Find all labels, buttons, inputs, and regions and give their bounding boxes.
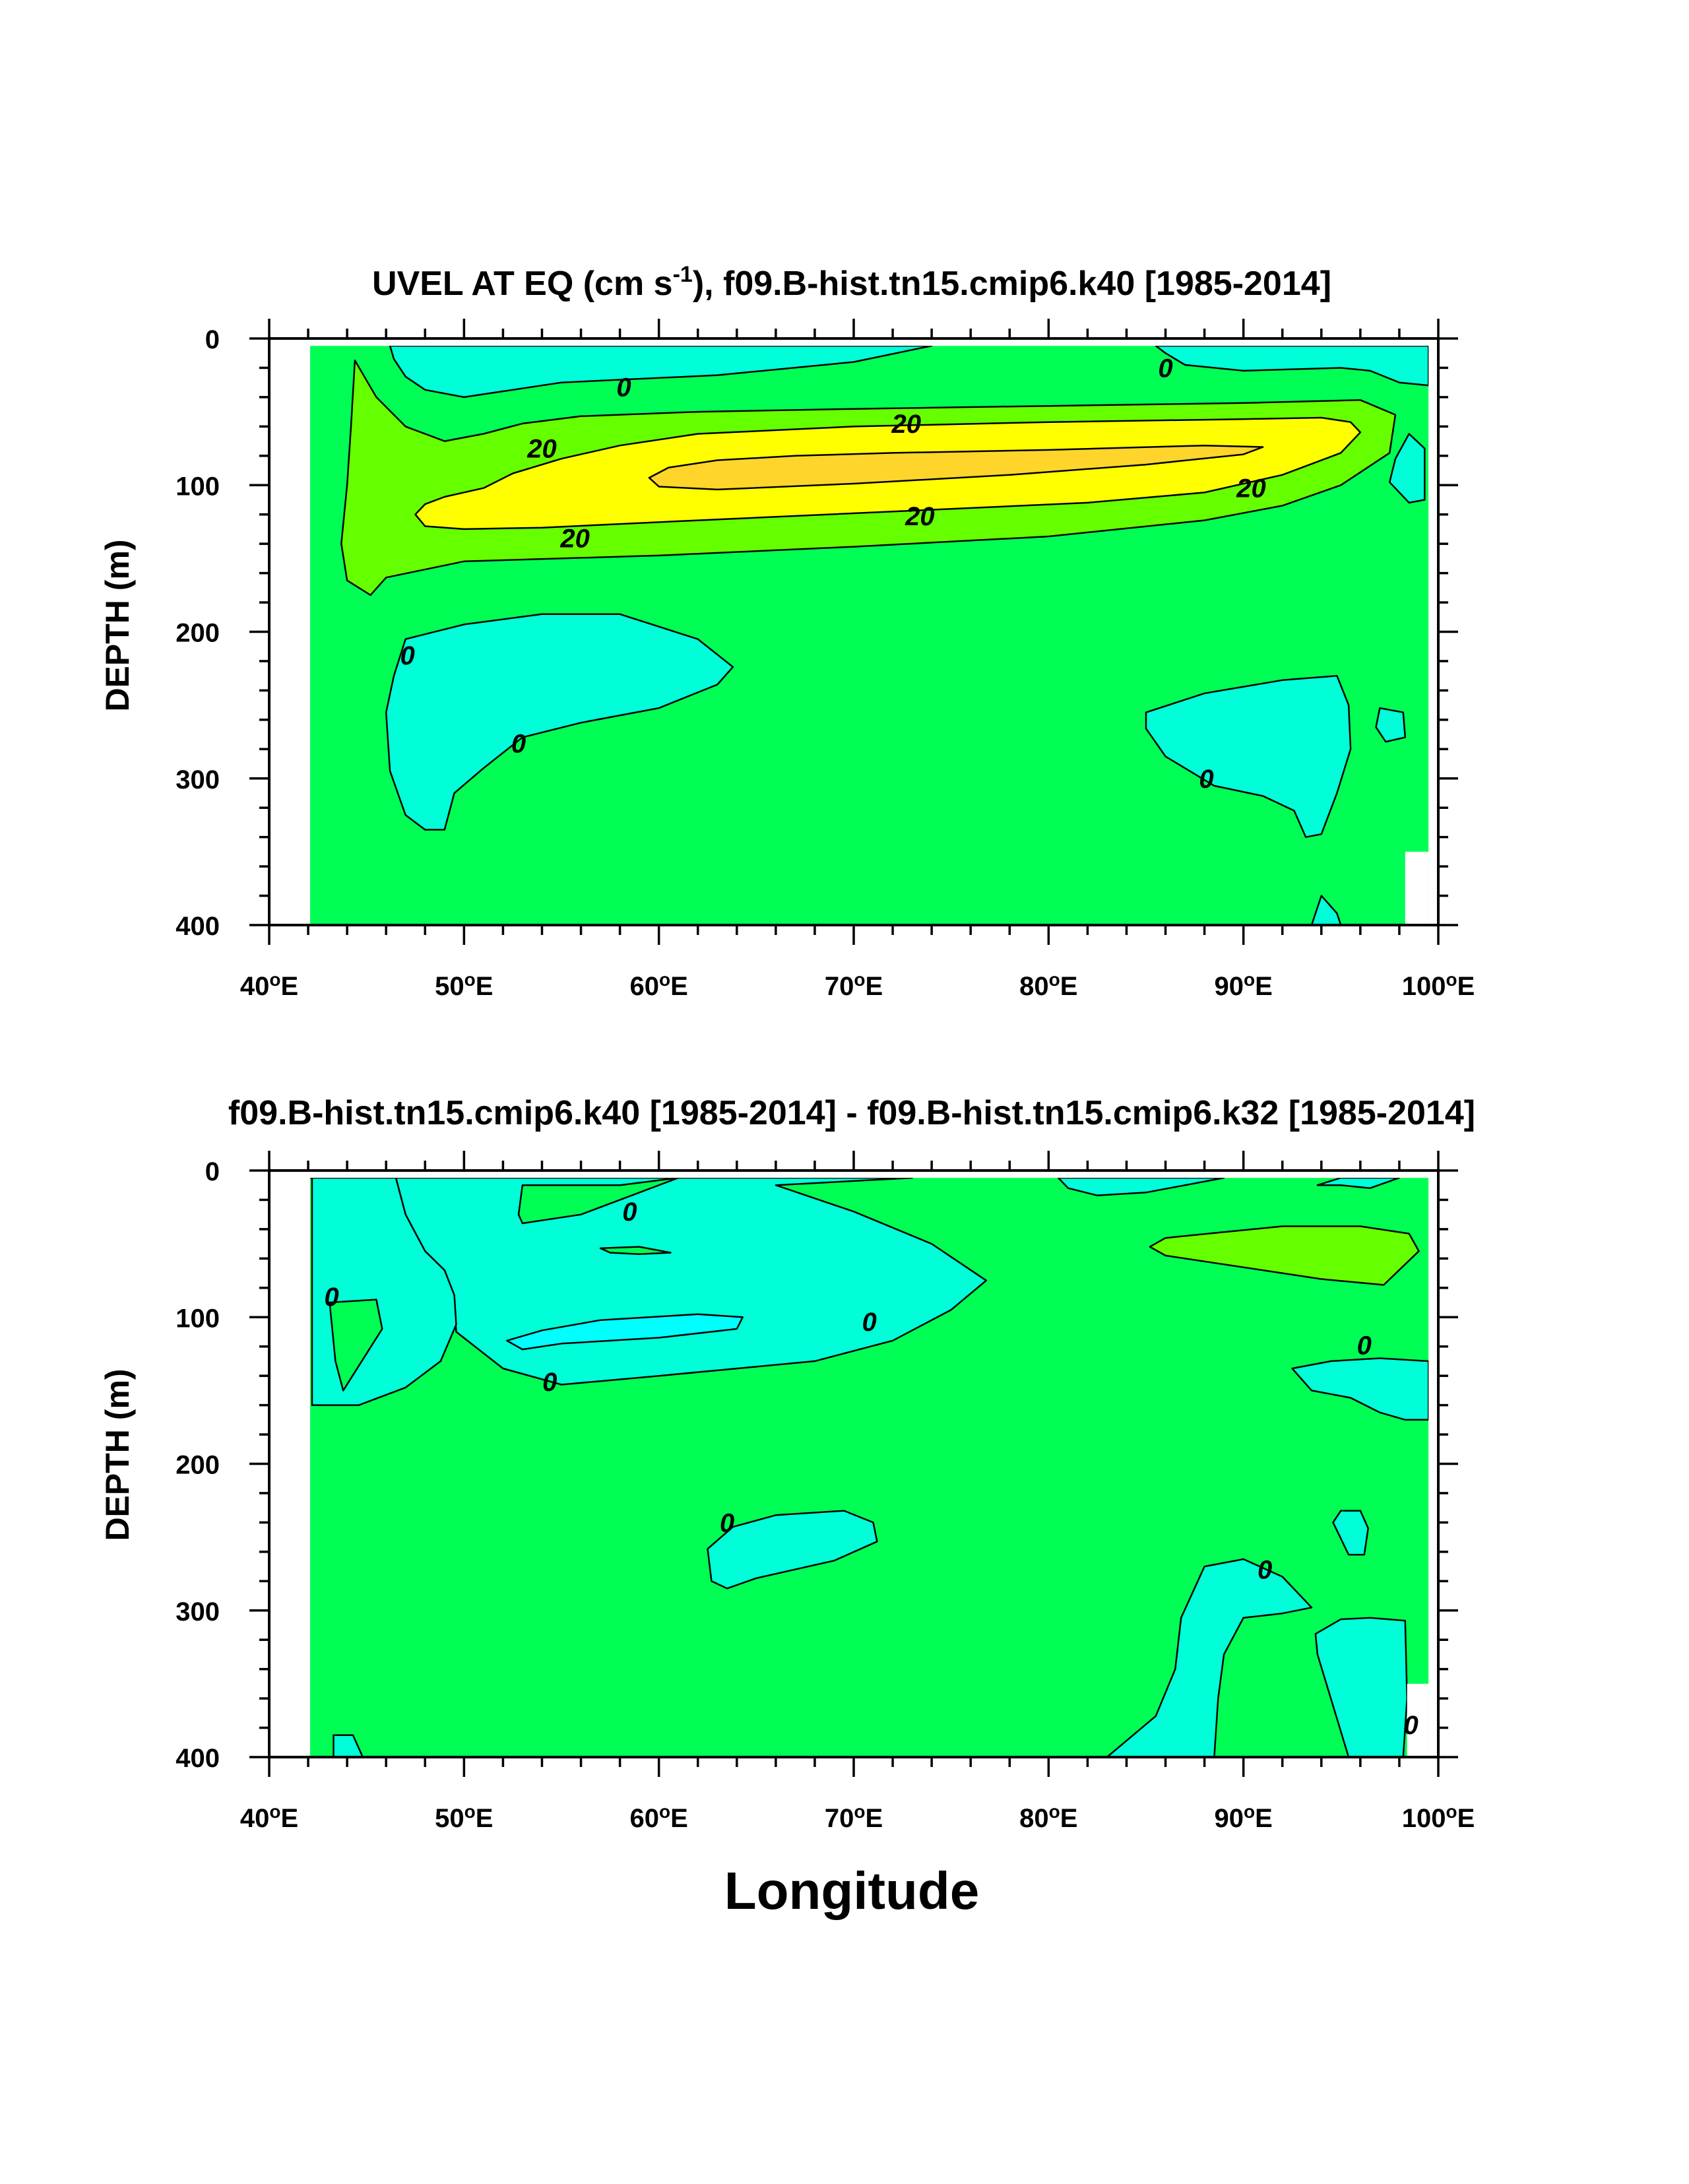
contour-region-negative	[1145, 674, 1352, 838]
contour-label: 0	[542, 1368, 557, 1397]
bottom-plot-area: 0 0 0 0 0 0 0 0 40oE 50oE 60oE 70oE 80oE 90oE 100oE 0 10…	[175, 1151, 1475, 1833]
x-tick-label: 40oE	[240, 969, 298, 1001]
y-tick-label: 300	[175, 1597, 220, 1626]
y-tick-label: 400	[175, 1744, 220, 1773]
contour-field	[310, 1178, 1429, 1758]
x-tick-label: 80oE	[1019, 1801, 1077, 1833]
y-tick-label: 100	[175, 472, 220, 501]
y-tick-label: 200	[175, 619, 220, 648]
x-tick-label: 40oE	[240, 1801, 298, 1833]
y-tick-label: 0	[205, 1157, 220, 1186]
x-tick-label: 70oE	[825, 969, 883, 1001]
contour-region-negative	[707, 1510, 878, 1590]
contour-region-negative	[389, 346, 933, 399]
contour-region-strong_negative	[506, 1313, 744, 1351]
x-tick-label: 100oE	[1402, 969, 1475, 1001]
contour-region-negative	[1316, 1178, 1401, 1189]
contour-label: 0	[324, 1283, 338, 1312]
y-tick-label: 400	[175, 912, 220, 941]
contour-region-negative	[1388, 433, 1426, 504]
x-axis-label: Longitude	[724, 1861, 980, 1920]
top-panel: UVEL AT EQ (cm s-1), f09.B-hist.tn15.cmi…	[99, 262, 1475, 1001]
contour-region-negative	[1057, 1178, 1225, 1197]
x-tick-label: 100oE	[1402, 1801, 1475, 1833]
y-tick-label: 0	[205, 325, 220, 354]
contour-region-near_zero	[517, 1178, 680, 1225]
y-tick-label: 100	[175, 1304, 220, 1333]
contour-region-negative	[1375, 707, 1407, 743]
contour-label: 0	[616, 373, 631, 402]
contour-label: 20	[905, 502, 935, 531]
y-tick-label: 200	[175, 1451, 220, 1480]
contour-region-negative	[1155, 346, 1429, 387]
y-tick-label: 300	[175, 765, 220, 794]
contour-region-negative	[385, 613, 734, 831]
contour-label: 0	[720, 1508, 734, 1537]
contour-label: 0	[622, 1198, 637, 1227]
contour-label: 20	[891, 410, 921, 439]
x-tick-label: 90oE	[1215, 1801, 1273, 1833]
contour-label: 20	[559, 524, 590, 553]
contour-label: 0	[511, 729, 526, 758]
contour-region-negative	[1291, 1357, 1429, 1421]
contour-label: 0	[1258, 1556, 1272, 1585]
contour-label: 0	[1404, 1711, 1418, 1740]
x-tick-label: 80oE	[1019, 969, 1077, 1001]
x-tick-label: 50oE	[435, 1801, 493, 1833]
x-tick-label: 60oE	[630, 969, 688, 1001]
contour-label: 0	[400, 641, 415, 670]
contour-region-near_zero	[599, 1246, 672, 1255]
missing-data-region	[1407, 1683, 1429, 1757]
top-panel-title: UVEL AT EQ (cm s-1), f09.B-hist.tn15.cmi…	[372, 262, 1331, 303]
bottom-panel: f09.B-hist.tn15.cmip6.k40 [1985-2014] - …	[99, 1094, 1475, 1833]
contour-label: 20	[1236, 474, 1266, 503]
top-panel-ylabel: DEPTH (m)	[99, 539, 136, 711]
contour-label: 0	[862, 1308, 877, 1337]
x-tick-label: 50oE	[435, 969, 493, 1001]
x-tick-label: 60oE	[630, 1801, 688, 1833]
contour-region-negative	[1106, 1558, 1313, 1758]
contour-label: 0	[1357, 1331, 1372, 1360]
contour-label: 0	[1199, 765, 1213, 794]
x-tick-label: 90oE	[1215, 969, 1273, 1001]
contour-region-near_zero	[329, 1299, 383, 1392]
bottom-panel-title: f09.B-hist.tn15.cmip6.k40 [1985-2014] - …	[228, 1094, 1475, 1132]
contour-region-negative	[1310, 895, 1342, 925]
contour-region-weak_positive	[1149, 1225, 1420, 1286]
contour-region-strong_positive	[648, 444, 1264, 491]
contour-region-negative	[1332, 1510, 1369, 1556]
bottom-panel-ylabel: DEPTH (m)	[99, 1368, 136, 1541]
x-tick-label: 70oE	[825, 1801, 883, 1833]
missing-data-region	[1405, 851, 1429, 925]
contour-label: 20	[526, 435, 557, 464]
contour-label: 0	[1158, 354, 1172, 383]
contour-field	[310, 346, 1429, 925]
